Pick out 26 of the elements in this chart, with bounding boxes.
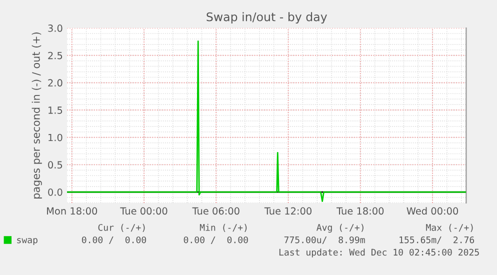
- text: 775.00u/ 8.99m: [284, 236, 365, 244]
- text: Max (-/+): [426, 224, 473, 232]
- y-tick-label: 0.5: [48, 161, 62, 169]
- text: 0.00 / 0.00: [82, 236, 146, 244]
- y-tick-label: 2.5: [48, 52, 62, 60]
- text: Cur (-/+): [98, 224, 145, 232]
- chart-title: Swap in/out - by day: [206, 12, 327, 24]
- line-series: [67, 40, 466, 202]
- y-tick-label: 2.0: [48, 79, 62, 87]
- y-axis-title: pages per second in (-) / out (+): [32, 32, 42, 198]
- legend-label: swap: [17, 238, 38, 246]
- x-tick-label: Tue 06:00: [192, 207, 240, 215]
- text: 0.00 / 0.00: [184, 236, 248, 244]
- x-tick-label: Tue 00:00: [120, 207, 168, 215]
- text: 155.65m/ 2.76: [400, 236, 474, 244]
- text: Avg (-/+): [316, 224, 364, 233]
- y-tick-label: 1.5: [48, 106, 62, 114]
- x-tick-label: Wed 00:00: [406, 207, 458, 215]
- x-tick-label: Tue 12:00: [264, 207, 312, 215]
- x-tick-label: Tue 18:00: [336, 207, 384, 215]
- y-tick-label: 3.0: [48, 24, 62, 32]
- text: Last update: Wed Dec 10 02:45:00 2025: [279, 248, 479, 258]
- x-tick-label: Mon 18:00: [47, 207, 98, 215]
- text: Min (-/+): [200, 224, 247, 232]
- y-tick-label: 0.0: [48, 188, 62, 196]
- y-tick-label: 1.0: [48, 134, 62, 142]
